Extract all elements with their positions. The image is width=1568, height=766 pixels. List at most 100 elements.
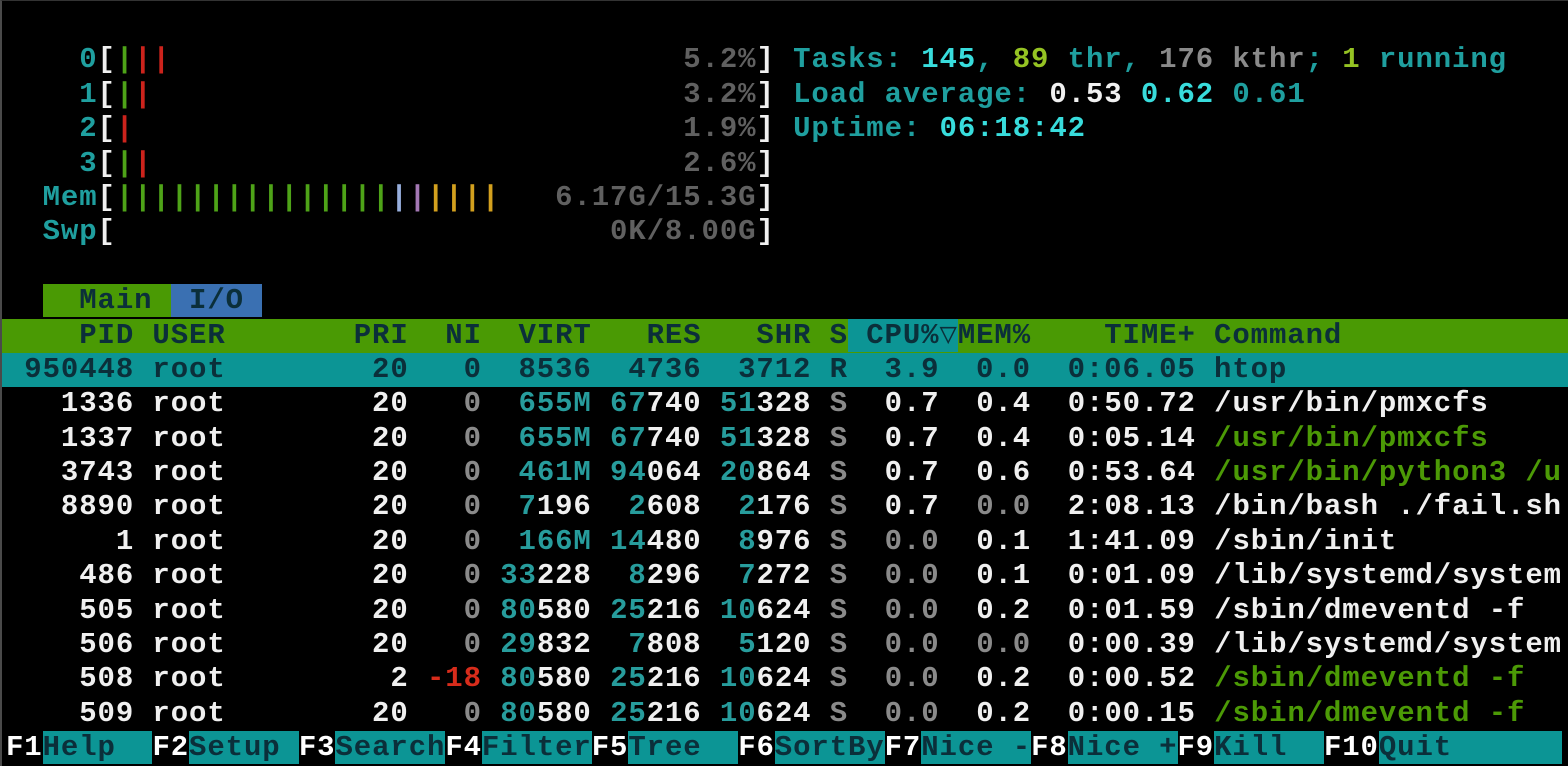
fn-setup-button[interactable]: Setup bbox=[189, 731, 299, 765]
fn-help-button[interactable]: Help bbox=[42, 731, 153, 765]
shr-value: 328 bbox=[756, 387, 812, 421]
spacer bbox=[409, 662, 427, 695]
fn-sortby-button[interactable]: SortBy bbox=[774, 731, 885, 765]
time-value: 0:00.39 bbox=[1067, 628, 1196, 662]
process-row[interactable]: 8890 root 20 0 7196 2608 2176 S 0.7 0.0 … bbox=[2, 490, 1568, 524]
fn-key-f10[interactable]: F10 bbox=[1323, 731, 1379, 765]
process-row[interactable]: 1337 root 20 0 655M 67740 51328 S 0.7 0.… bbox=[2, 422, 1568, 456]
fn-filter-button[interactable]: Filter bbox=[481, 731, 592, 765]
res-value-mb: 25 bbox=[610, 593, 647, 627]
row-pid-user-pri[interactable]: 1337 root 20 bbox=[6, 421, 409, 455]
shr-value-mb: 10 bbox=[719, 696, 757, 730]
spacer bbox=[592, 422, 610, 455]
time-value: 0:00.52 bbox=[1067, 662, 1196, 696]
process-row[interactable]: 486 root 20 0 33228 8296 7272 S 0.0 0.1 … bbox=[2, 559, 1568, 593]
process-row-selected[interactable]: 950448 root 20 0 8536 4736 3712 R 3.9 0.… bbox=[2, 352, 1568, 388]
spacer bbox=[1196, 525, 1214, 558]
row-pid-user-pri[interactable]: 3743 root 20 bbox=[6, 456, 409, 490]
load-5min: 0.62 bbox=[1140, 77, 1215, 111]
row-pid-user[interactable]: 508 root bbox=[6, 662, 226, 696]
process-row[interactable]: 1 root 20 0 166M 14480 8976 S 0.0 0.1 1:… bbox=[2, 525, 1568, 559]
fn-key-f8[interactable]: F8 bbox=[1031, 731, 1068, 765]
spacer bbox=[848, 422, 885, 455]
cpu-pct: 0.7 bbox=[884, 387, 940, 421]
cpu2-meter-and-uptime: 2[| 1.9%] Uptime: 06:18:42 bbox=[2, 112, 1568, 146]
fn-key-f6[interactable]: F6 bbox=[738, 731, 775, 765]
spacer bbox=[409, 559, 464, 592]
selected-row-text[interactable]: 950448 root 20 0 8536 4736 3712 R 3.9 0.… bbox=[6, 352, 1288, 386]
row-pid-user-pri[interactable]: 1336 root 20 bbox=[6, 387, 409, 421]
fn-key-f4[interactable]: F4 bbox=[445, 731, 482, 765]
fn-tree-button[interactable]: Tree bbox=[628, 731, 739, 765]
cpu0-meter-and-tasks: 0[||| 5.2%] Tasks: 145, 89 thr, 176 kthr… bbox=[2, 43, 1568, 77]
row-pid-user-pri[interactable]: 8890 root 20 bbox=[6, 490, 409, 524]
tab-io[interactable]: I/O bbox=[170, 284, 263, 318]
virt-value: 196 bbox=[536, 490, 592, 524]
row-pid-user-pri[interactable]: 505 root 20 bbox=[6, 593, 409, 627]
row-pid-user-pri[interactable]: 486 root 20 bbox=[6, 559, 409, 593]
column-headers[interactable]: PID USER PRI NI VIRT RES SHR S bbox=[6, 318, 848, 352]
fn-key-f2[interactable]: F2 bbox=[152, 731, 190, 765]
res-value: 216 bbox=[646, 696, 702, 730]
nice-value: 0 bbox=[463, 524, 482, 558]
mem-pct: 0.2 bbox=[976, 696, 1032, 730]
sort-column-cpu-header[interactable]: CPU%▽ bbox=[847, 318, 958, 352]
process-row[interactable]: 509 root 20 0 80580 25216 10624 S 0.0 0.… bbox=[2, 697, 1568, 731]
fn-key-f5[interactable]: F5 bbox=[591, 731, 629, 765]
state-value: S bbox=[829, 387, 849, 421]
spacer bbox=[848, 697, 885, 730]
screen-tabs[interactable]: Main I/O bbox=[2, 284, 1568, 318]
process-row[interactable]: 3743 root 20 0 461M 94064 20864 S 0.7 0.… bbox=[2, 456, 1568, 490]
fn-nice-minus-button[interactable]: Nice - bbox=[921, 731, 1032, 765]
spacer bbox=[1196, 559, 1214, 592]
process-row[interactable]: 1336 root 20 0 655M 67740 51328 S 0.7 0.… bbox=[2, 387, 1568, 421]
cpu-pct: 0.0 bbox=[884, 628, 940, 662]
res-value-mb: 25 bbox=[610, 696, 647, 730]
virt-value-mb: 29 bbox=[500, 628, 537, 662]
fn-quit-button[interactable]: Quit bbox=[1378, 731, 1562, 765]
process-row[interactable]: 506 root 20 0 29832 7808 5120 S 0.0 0.0 … bbox=[2, 628, 1568, 662]
meter-close-bracket: ] bbox=[756, 77, 775, 111]
nice-value: 0 bbox=[463, 593, 482, 627]
mem-pct: 0.0 bbox=[976, 628, 1032, 662]
fn-key-f7[interactable]: F7 bbox=[884, 731, 922, 765]
tab-main[interactable]: Main bbox=[42, 284, 171, 318]
cpu-pct: 0.7 bbox=[884, 456, 940, 490]
process-row[interactable]: 505 root 20 0 80580 25216 10624 S 0.0 0.… bbox=[2, 594, 1568, 628]
res-value: 216 bbox=[646, 593, 702, 627]
cpu-pct: 0.7 bbox=[884, 421, 940, 455]
fn-search-button[interactable]: Search bbox=[335, 731, 446, 765]
spacer bbox=[482, 490, 519, 523]
table-header[interactable]: PID USER PRI NI VIRT RES SHR S CPU%▽MEM%… bbox=[2, 318, 1568, 353]
spacer bbox=[171, 43, 683, 76]
res-value: 480 bbox=[646, 524, 702, 558]
cpu1-meter-and-load: 1[|| 3.2%] Load average: 0.53 0.62 0.61 bbox=[2, 78, 1568, 112]
uptime-label: Uptime: bbox=[793, 112, 940, 146]
row-pid-user-pri[interactable]: 509 root 20 bbox=[6, 696, 409, 730]
virt-value: 580 bbox=[536, 696, 592, 730]
nice-value: 0 bbox=[463, 421, 482, 455]
spacer bbox=[482, 628, 500, 661]
process-row[interactable]: 508 root 2 -18 80580 25216 10624 S 0.0 0… bbox=[2, 662, 1568, 696]
shr-value-mb: 2 bbox=[738, 490, 757, 524]
virt-value: 228 bbox=[536, 559, 592, 593]
row-pid-user-pri[interactable]: 506 root 20 bbox=[6, 628, 409, 662]
thread-count: 89 bbox=[1012, 43, 1050, 77]
fn-key-f1[interactable]: F1 bbox=[6, 731, 43, 765]
column-headers[interactable]: MEM% TIME+ Command bbox=[957, 318, 1343, 352]
res-value: 216 bbox=[646, 662, 702, 696]
spacer bbox=[592, 594, 610, 627]
spacer bbox=[702, 456, 720, 489]
cpu0-bars-red: || bbox=[134, 43, 171, 77]
res-value-mb: 67 bbox=[610, 387, 647, 421]
fn-key-f9[interactable]: F9 bbox=[1177, 731, 1215, 765]
fn-kill-button[interactable]: Kill bbox=[1214, 731, 1324, 765]
function-key-bar[interactable]: F1Help F2Setup F3SearchF4FilterF5Tree F6… bbox=[2, 731, 1568, 765]
row-pid-user-pri[interactable]: 1 root 20 bbox=[6, 524, 409, 558]
shr-value: 176 bbox=[756, 490, 812, 524]
mem-pct: 0.0 bbox=[976, 490, 1032, 524]
fn-key-f3[interactable]: F3 bbox=[298, 731, 336, 765]
spacer bbox=[409, 594, 464, 627]
spacer bbox=[482, 456, 519, 489]
fn-nice-plus-button[interactable]: Nice + bbox=[1067, 731, 1178, 765]
